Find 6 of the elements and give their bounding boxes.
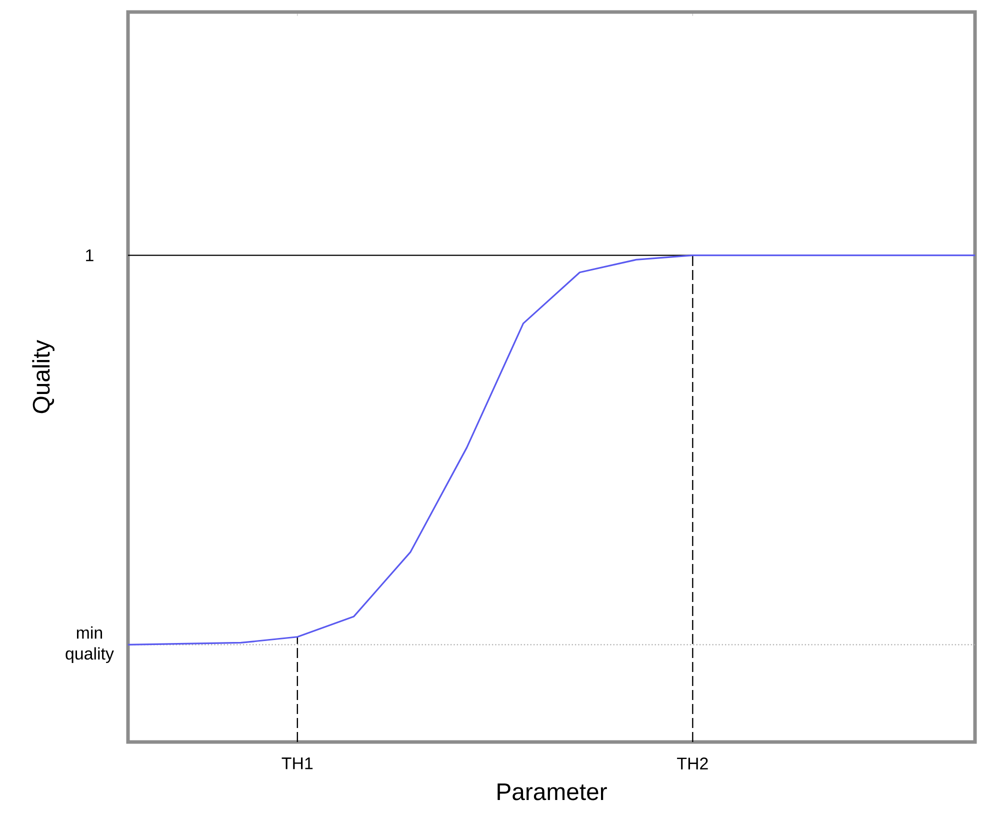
x-tick-label: TH1 — [282, 758, 313, 770]
x-axis-title: Parameter — [498, 784, 607, 800]
x-tick-label: TH2 — [677, 758, 708, 770]
y-axis-title: Quality — [32, 340, 54, 414]
ref-line-label: 1 — [86, 250, 94, 262]
ref-line-label: min quality — [66, 626, 114, 664]
